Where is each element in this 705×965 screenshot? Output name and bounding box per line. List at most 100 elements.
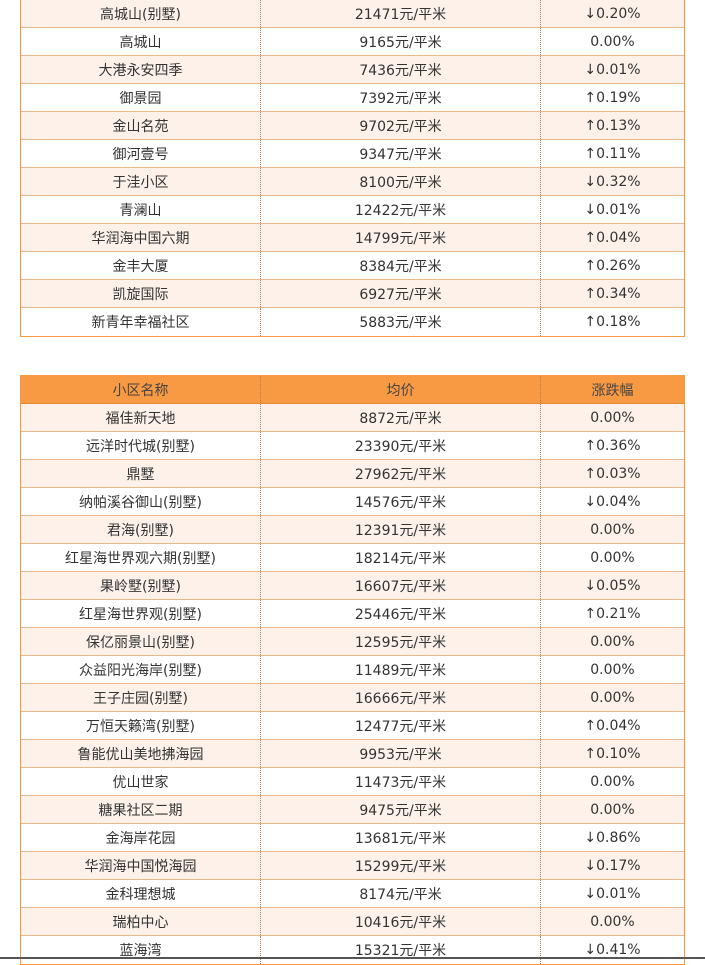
price-change: 0.00%: [590, 409, 635, 426]
header-price: 均价: [261, 376, 541, 403]
community-name: 鼎墅: [21, 460, 261, 487]
community-name: 鲁能优山美地拂海园: [21, 740, 261, 767]
community-name: 红星海世界观六期(别墅): [21, 544, 261, 571]
price-change: 0.00%: [590, 689, 635, 706]
table-row: 纳帕溪谷御山(别墅) 14576元/平米 ↓0.04%: [21, 488, 684, 516]
table-row: 高城山(别墅) 21471元/平米 ↓0.20%: [21, 0, 684, 28]
table-row: 糖果社区二期 9475元/平米 0.00%: [21, 796, 684, 824]
price-change: ↓0.20%: [584, 5, 641, 22]
table-row: 鼎墅 27962元/平米 ↑0.03%: [21, 460, 684, 488]
average-price: 15321元/平米: [261, 936, 541, 964]
average-price: 9165元/平米: [261, 28, 541, 55]
community-name: 凯旋国际: [21, 280, 261, 307]
average-price: 12422元/平米: [261, 196, 541, 223]
table-row: 青澜山 12422元/平米 ↓0.01%: [21, 196, 684, 224]
price-change: ↑0.36%: [584, 437, 641, 454]
table-row: 福佳新天地 8872元/平米 0.00%: [21, 404, 684, 432]
community-name: 大港永安四季: [21, 56, 261, 83]
community-name: 蓝海湾: [21, 936, 261, 964]
price-change: ↓0.41%: [584, 942, 641, 958]
table-row: 御景园 7392元/平米 ↑0.19%: [21, 84, 684, 112]
price-table-1: 高城山(别墅) 21471元/平米 ↓0.20% 高城山 9165元/平米 0.00% 大港…: [20, 0, 685, 337]
average-price: 8872元/平米: [261, 404, 541, 431]
table-row: 高城山 9165元/平米 0.00%: [21, 28, 684, 56]
average-price: 15299元/平米: [261, 852, 541, 879]
table-row: 红星海世界观(别墅) 25446元/平米 ↑0.21%: [21, 600, 684, 628]
average-price: 25446元/平米: [261, 600, 541, 627]
header-name: 小区名称: [21, 376, 261, 403]
average-price: 7436元/平米: [261, 56, 541, 83]
table-row: 鲁能优山美地拂海园 9953元/平米 ↑0.10%: [21, 740, 684, 768]
average-price: 5883元/平米: [261, 308, 541, 336]
average-price: 16607元/平米: [261, 572, 541, 599]
community-name: 华润海中国六期: [21, 224, 261, 251]
price-change: ↓0.01%: [584, 61, 641, 78]
average-price: 14799元/平米: [261, 224, 541, 251]
community-name: 御河壹号: [21, 140, 261, 167]
community-name: 高城山: [21, 28, 261, 55]
table-row: 众益阳光海岸(别墅) 11489元/平米 0.00%: [21, 656, 684, 684]
table-row: 金山名苑 9702元/平米 ↑0.13%: [21, 112, 684, 140]
average-price: 14576元/平米: [261, 488, 541, 515]
price-change: 0.00%: [590, 801, 635, 818]
table-row: 优山世家 11473元/平米 0.00%: [21, 768, 684, 796]
community-name: 远洋时代城(别墅): [21, 432, 261, 459]
table-row: 于洼小区 8100元/平米 ↓0.32%: [21, 168, 684, 196]
price-change: ↑0.26%: [584, 257, 641, 274]
table-row: 新青年幸福社区 5883元/平米 ↑0.18%: [21, 308, 684, 336]
price-change: 0.00%: [590, 661, 635, 678]
table-row: 金科理想城 8174元/平米 ↓0.01%: [21, 880, 684, 908]
community-name: 王子庄园(别墅): [21, 684, 261, 711]
price-change: ↑0.04%: [584, 229, 641, 246]
community-name: 福佳新天地: [21, 404, 261, 431]
average-price: 9702元/平米: [261, 112, 541, 139]
average-price: 11489元/平米: [261, 656, 541, 683]
table-row: 王子庄园(别墅) 16666元/平米 0.00%: [21, 684, 684, 712]
price-change: ↑0.19%: [584, 89, 641, 106]
community-name: 纳帕溪谷御山(别墅): [21, 488, 261, 515]
price-change: 0.00%: [590, 773, 635, 790]
average-price: 9347元/平米: [261, 140, 541, 167]
price-change: ↑0.21%: [584, 605, 641, 622]
table-row: 大港永安四季 7436元/平米 ↓0.01%: [21, 56, 684, 84]
price-change: 0.00%: [590, 913, 635, 930]
average-price: 9475元/平米: [261, 796, 541, 823]
community-name: 红星海世界观(别墅): [21, 600, 261, 627]
table-row: 果岭墅(别墅) 16607元/平米 ↓0.05%: [21, 572, 684, 600]
average-price: 12477元/平米: [261, 712, 541, 739]
community-name: 青澜山: [21, 196, 261, 223]
community-name: 糖果社区二期: [21, 796, 261, 823]
community-name: 万恒天籁湾(别墅): [21, 712, 261, 739]
community-name: 优山世家: [21, 768, 261, 795]
community-name: 果岭墅(别墅): [21, 572, 261, 599]
table-row: 远洋时代城(别墅) 23390元/平米 ↑0.36%: [21, 432, 684, 460]
table-row: 万恒天籁湾(别墅) 12477元/平米 ↑0.04%: [21, 712, 684, 740]
average-price: 11473元/平米: [261, 768, 541, 795]
community-name: 高城山(别墅): [21, 0, 261, 27]
table-row: 保亿丽景山(别墅) 12595元/平米 0.00%: [21, 628, 684, 656]
price-change: 0.00%: [590, 521, 635, 538]
table-row: 金海岸花园 13681元/平米 ↓0.86%: [21, 824, 684, 852]
average-price: 23390元/平米: [261, 432, 541, 459]
table-row: 蓝海湾 15321元/平米 ↓0.41%: [21, 936, 684, 964]
average-price: 8100元/平米: [261, 168, 541, 195]
table-row: 华润海中国六期 14799元/平米 ↑0.04%: [21, 224, 684, 252]
community-name: 新青年幸福社区: [21, 308, 261, 336]
price-change: ↑0.34%: [584, 285, 641, 302]
average-price: 6927元/平米: [261, 280, 541, 307]
price-change: ↓0.32%: [584, 173, 641, 190]
average-price: 8174元/平米: [261, 880, 541, 907]
average-price: 7392元/平米: [261, 84, 541, 111]
price-change: ↑0.03%: [584, 465, 641, 482]
average-price: 27962元/平米: [261, 460, 541, 487]
table-header-row: 小区名称 均价 涨跌幅: [21, 376, 684, 404]
table-row: 华润海中国悦海园 15299元/平米 ↓0.17%: [21, 852, 684, 880]
community-name: 金丰大厦: [21, 252, 261, 279]
average-price: 12391元/平米: [261, 516, 541, 543]
table-row: 瑞柏中心 10416元/平米 0.00%: [21, 908, 684, 936]
average-price: 16666元/平米: [261, 684, 541, 711]
price-table-2: 小区名称 均价 涨跌幅 福佳新天地 8872元/平米 0.00% 远洋时代城(别墅) 2…: [20, 375, 685, 965]
community-name: 众益阳光海岸(别墅): [21, 656, 261, 683]
community-name: 华润海中国悦海园: [21, 852, 261, 879]
average-price: 13681元/平米: [261, 824, 541, 851]
